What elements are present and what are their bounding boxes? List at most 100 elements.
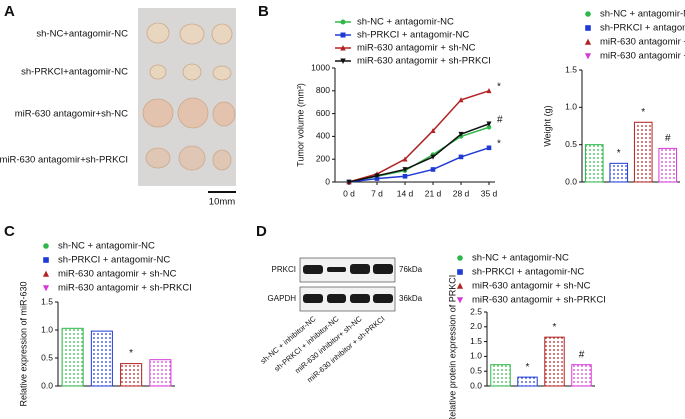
- marker: [340, 32, 346, 38]
- bar: [149, 359, 172, 387]
- marker: [458, 131, 464, 137]
- annotation: *: [641, 107, 645, 118]
- bar: [544, 336, 565, 387]
- bar: [517, 376, 538, 387]
- annotation: *: [129, 348, 133, 359]
- marker: [486, 88, 492, 94]
- x-tick-label: 28 d: [453, 188, 470, 198]
- legend-label: sh-NC + antagomir-NC: [600, 9, 685, 20]
- bar: [61, 327, 84, 387]
- y-axis-label: Tumor volume (mm³): [295, 83, 305, 167]
- marker: [456, 282, 464, 289]
- annotation: *: [497, 138, 501, 149]
- marker: [430, 167, 436, 172]
- marker: [486, 121, 492, 127]
- marker: [457, 255, 463, 261]
- marker: [346, 179, 352, 185]
- marker: [430, 154, 436, 160]
- legend-label: sh-PRKCI + antagomir-NC: [600, 23, 685, 34]
- scale-label: 10mm: [209, 197, 235, 208]
- legend-label: miR-630 antagomir + sh-NC: [357, 43, 476, 54]
- tumors: [142, 22, 236, 171]
- y-tick-label: 0.0: [470, 380, 482, 390]
- legend-label: miR-630 antagomir + sh-PRKCI: [357, 56, 491, 67]
- legend-label: miR-630 antagomir + sh-PRKCI: [600, 51, 685, 62]
- y-tick-label: 1.5: [41, 296, 53, 306]
- y-tick-label: 800: [316, 85, 330, 95]
- annotation: #: [579, 349, 585, 360]
- series-line: [348, 123, 490, 183]
- band-label: PRKCI: [272, 265, 296, 274]
- marker: [374, 173, 380, 179]
- y-tick-label: 1.5: [565, 64, 577, 74]
- bar: [120, 363, 143, 387]
- band-label: GAPDH: [268, 294, 297, 303]
- legend-label: sh-NC + antagomir-NC: [357, 17, 454, 28]
- annotation: #: [497, 115, 503, 126]
- legend-label: miR-630 antagomir + sh-NC: [472, 281, 591, 292]
- row-label: miR-630 antagomir+sh-PRKCI: [0, 155, 128, 166]
- y-tick-label: 200: [316, 153, 330, 163]
- legend-label: miR-630 antagomir + sh-PRKCI: [472, 295, 606, 306]
- y-tick-label: 1.0: [41, 324, 53, 334]
- bar: [90, 330, 113, 387]
- y-tick-label: 1.0: [470, 351, 482, 361]
- bar: [571, 364, 592, 387]
- y-tick-label: 0.5: [470, 365, 482, 375]
- blot-bands: [303, 264, 393, 303]
- y-tick-label: 0.5: [565, 139, 577, 149]
- y-tick-label: 0.0: [41, 380, 53, 390]
- legend-label: miR-630 antagomir + sh-NC: [58, 269, 177, 280]
- bar: [633, 121, 653, 183]
- y-tick-label: 1.0: [565, 102, 577, 112]
- marker: [402, 156, 408, 162]
- panel-label: D: [256, 223, 267, 240]
- y-tick-label: 0.5: [41, 352, 53, 362]
- marker: [42, 285, 50, 292]
- legend-label: sh-PRKCI + antagomir-NC: [58, 255, 170, 266]
- panel-label: C: [4, 223, 15, 240]
- x-tick-label: 35 d: [481, 188, 498, 198]
- marker: [340, 58, 346, 64]
- band-size: 76kDa: [399, 265, 423, 274]
- y-tick-label: 1000: [311, 62, 330, 72]
- marker: [402, 167, 408, 173]
- y-tick-label: 2.0: [470, 321, 482, 331]
- bar: [584, 144, 604, 183]
- marker: [456, 297, 464, 304]
- band-size: 36kDa: [399, 294, 423, 303]
- row-label: miR-630 antagomir+sh-NC: [15, 109, 128, 120]
- y-axis-label: Weight (g): [542, 105, 552, 146]
- y-tick-label: 0.0: [565, 176, 577, 186]
- y-tick-label: 0: [325, 176, 330, 186]
- y-tick-label: 600: [316, 108, 330, 118]
- marker: [43, 243, 49, 249]
- annotation: *: [617, 148, 621, 159]
- panel-label: B: [258, 3, 269, 20]
- row-label: sh-NC+antagomir-NC: [36, 29, 128, 40]
- marker: [458, 97, 464, 103]
- marker: [584, 38, 592, 45]
- bar: [658, 147, 678, 183]
- row-label: sh-PRKCI+antagomir-NC: [21, 67, 128, 78]
- x-tick-label: 14 d: [397, 188, 414, 198]
- bar: [609, 162, 629, 183]
- legend-label: sh-NC + antagomir-NC: [472, 253, 569, 264]
- annotation: *: [526, 362, 530, 373]
- marker: [430, 127, 436, 133]
- marker: [458, 154, 464, 160]
- annotation: #: [665, 133, 671, 144]
- marker: [486, 145, 492, 151]
- annotation: *: [497, 81, 501, 92]
- annotation: *: [553, 322, 557, 333]
- legend-label: sh-PRKCI + antagomir-NC: [357, 30, 469, 41]
- marker: [340, 45, 346, 51]
- legend-label: miR-630 antagomir + sh-NC: [600, 37, 685, 48]
- marker: [43, 257, 49, 263]
- x-tick-label: 0 d: [343, 188, 355, 198]
- legend-label: miR-630 antagomir + sh-PRKCI: [58, 283, 192, 294]
- series-line: [348, 147, 490, 183]
- marker: [585, 25, 591, 31]
- marker: [340, 19, 346, 25]
